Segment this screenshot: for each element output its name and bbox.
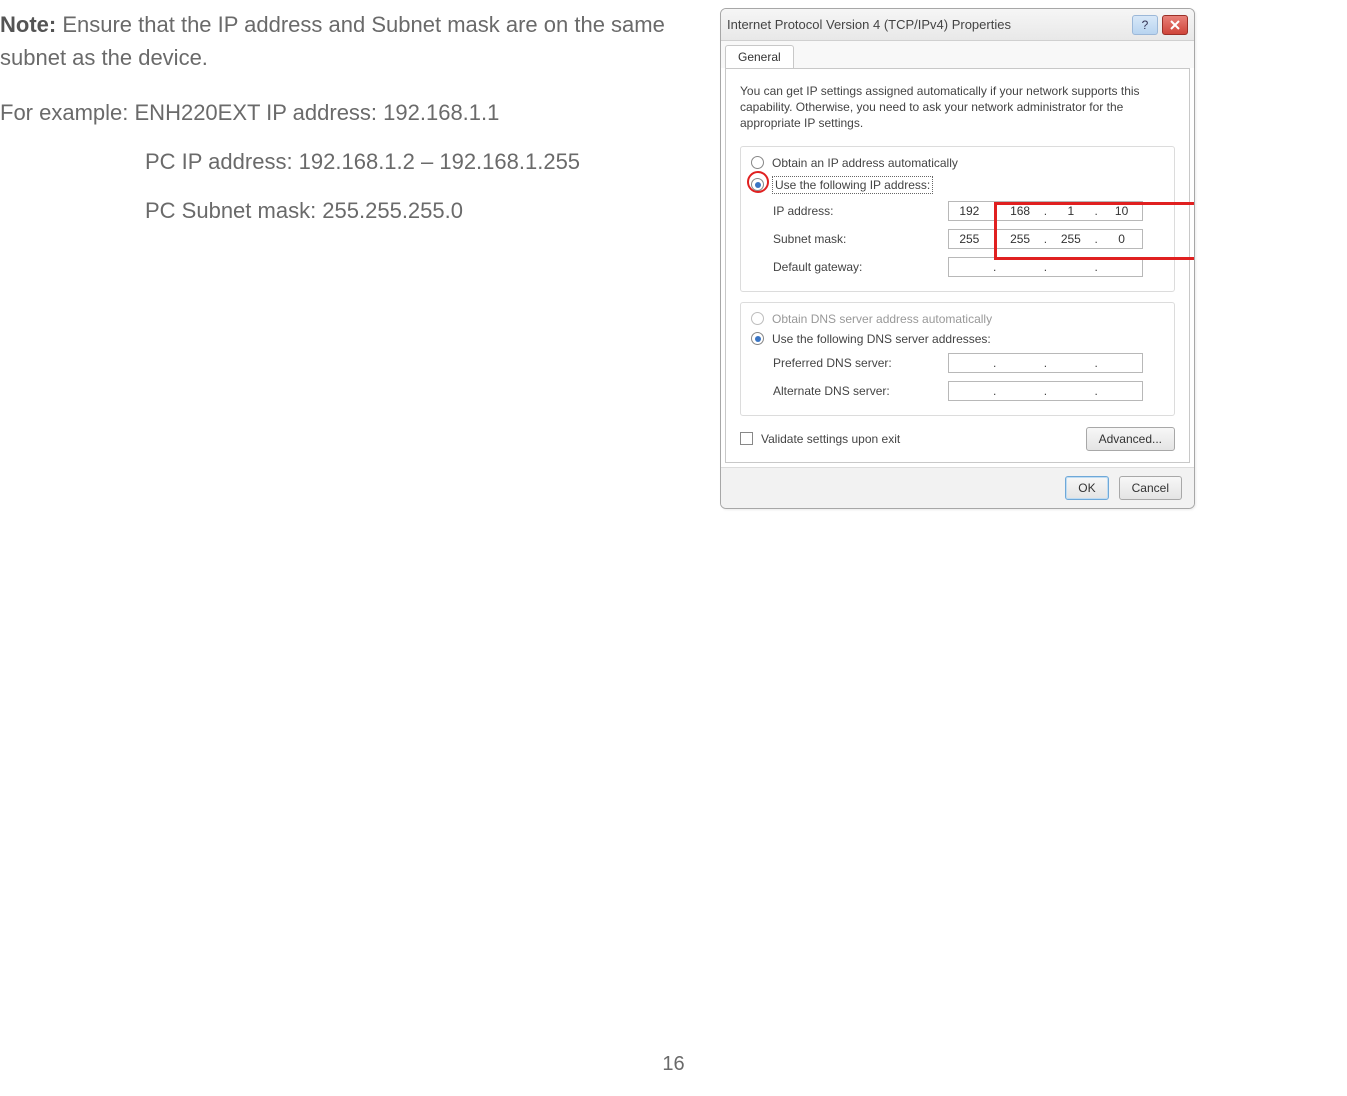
close-button[interactable]	[1162, 15, 1188, 35]
tab-row: General	[721, 41, 1194, 68]
subnet-mask-label: Subnet mask:	[773, 232, 938, 246]
preferred-dns-label: Preferred DNS server:	[773, 356, 938, 370]
checkbox-icon	[740, 432, 753, 445]
example-line-3: PC Subnet mask: 255.255.255.0	[0, 194, 680, 228]
preferred-dns-input[interactable]: . . .	[948, 353, 1143, 373]
dialog-button-bar: OK Cancel	[721, 467, 1194, 508]
radio-use-following-dns[interactable]: Use the following DNS server addresses:	[751, 329, 1164, 349]
tab-body: You can get IP settings assigned automat…	[725, 68, 1190, 463]
subnet-mask-input[interactable]: 255. 255. 255. 0	[948, 229, 1143, 249]
radio-obtain-ip-auto[interactable]: Obtain an IP address automatically	[751, 153, 1164, 173]
subnet-mask-row: Subnet mask: 255. 255. 255. 0	[751, 225, 1164, 253]
alternate-dns-row: Alternate DNS server: . . .	[751, 377, 1164, 405]
example-label: For example:	[0, 100, 128, 125]
ip-settings-group: Obtain an IP address automatically Use t…	[740, 146, 1175, 292]
example-line-1: For example: ENH220EXT IP address: 192.1…	[0, 96, 680, 130]
help-button[interactable]: ?	[1132, 15, 1158, 35]
tcpip-properties-dialog: Internet Protocol Version 4 (TCP/IPv4) P…	[720, 8, 1195, 509]
dialog-description: You can get IP settings assigned automat…	[740, 83, 1175, 132]
example-text-1: ENH220EXT IP address: 192.168.1.1	[128, 100, 499, 125]
cancel-button[interactable]: Cancel	[1119, 476, 1182, 500]
default-gateway-input[interactable]: . . .	[948, 257, 1143, 277]
ip-address-label: IP address:	[773, 204, 938, 218]
alternate-dns-input[interactable]: . . .	[948, 381, 1143, 401]
validate-advanced-row: Validate settings upon exit Advanced...	[740, 426, 1175, 452]
validate-checkbox-row[interactable]: Validate settings upon exit	[740, 426, 900, 452]
note-text: Ensure that the IP address and Subnet ma…	[0, 12, 665, 70]
page-number: 16	[662, 1053, 684, 1076]
ip-address-row: IP address: 192. 168. 1. 10	[751, 197, 1164, 225]
radio-label: Obtain DNS server address automatically	[772, 312, 992, 326]
radio-icon	[751, 312, 764, 325]
radio-obtain-dns-auto[interactable]: Obtain DNS server address automatically	[751, 309, 1164, 329]
advanced-button[interactable]: Advanced...	[1086, 427, 1175, 451]
preferred-dns-row: Preferred DNS server: . . .	[751, 349, 1164, 377]
note-label: Note:	[0, 12, 56, 37]
tab-general[interactable]: General	[725, 45, 794, 68]
example-line-2: PC IP address: 192.168.1.2 – 192.168.1.2…	[0, 145, 680, 179]
titlebar[interactable]: Internet Protocol Version 4 (TCP/IPv4) P…	[721, 9, 1194, 41]
radio-label: Obtain an IP address automatically	[772, 156, 958, 170]
ok-button[interactable]: OK	[1065, 476, 1108, 500]
radio-icon	[751, 332, 764, 345]
note-paragraph: Note: Ensure that the IP address and Sub…	[0, 8, 680, 74]
radio-icon	[751, 178, 764, 191]
dns-settings-group: Obtain DNS server address automatically …	[740, 302, 1175, 416]
radio-icon	[751, 156, 764, 169]
default-gateway-row: Default gateway: . . .	[751, 253, 1164, 281]
instruction-block: Note: Ensure that the IP address and Sub…	[0, 8, 680, 228]
ip-address-input[interactable]: 192. 168. 1. 10	[948, 201, 1143, 221]
alternate-dns-label: Alternate DNS server:	[773, 384, 938, 398]
dialog-title: Internet Protocol Version 4 (TCP/IPv4) P…	[727, 17, 1132, 32]
radio-label: Use the following DNS server addresses:	[772, 332, 991, 346]
validate-label: Validate settings upon exit	[761, 432, 900, 446]
default-gateway-label: Default gateway:	[773, 260, 938, 274]
radio-use-following-ip[interactable]: Use the following IP address:	[751, 173, 1164, 197]
radio-label: Use the following IP address:	[772, 176, 933, 194]
